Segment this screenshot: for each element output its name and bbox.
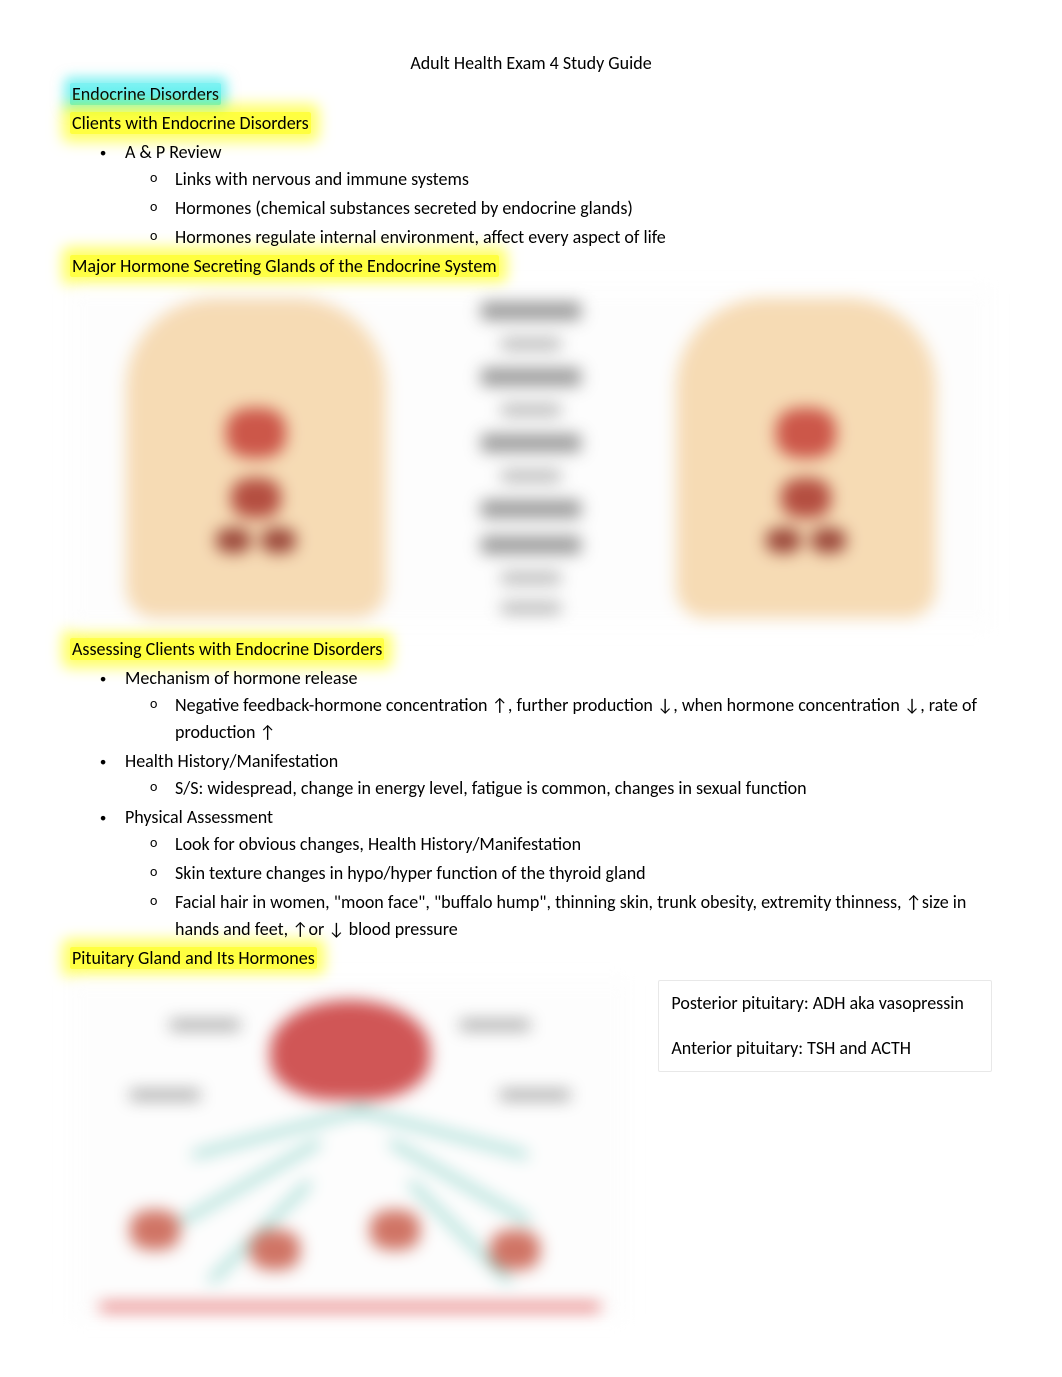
male-body-figure — [676, 298, 936, 618]
female-body-figure — [126, 298, 386, 618]
pituitary-heading-wrap: Pituitary Gland and Its Hormones — [70, 945, 992, 972]
bullet-text: Health History/Manifestation — [125, 750, 338, 772]
clients-heading-wrap: Clients with Endocrine Disorders — [70, 110, 992, 137]
list-item: Mechanism of hormone release Negative fe… — [125, 665, 992, 746]
pituitary-diagram — [70, 980, 628, 1320]
sub-list-item: S/S: widespread, change in energy level,… — [175, 775, 992, 802]
diagram-center-labels — [446, 302, 616, 614]
pituitary-notes: Posterior pituitary: ADH aka vasopressin… — [658, 980, 992, 1072]
pituitary-section: Posterior pituitary: ADH aka vasopressin… — [70, 980, 992, 1320]
note-anterior: Anterior pituitary: TSH and ACTH — [671, 1036, 979, 1061]
page-title: Adult Health Exam 4 Study Guide — [70, 50, 992, 77]
main-heading-wrap: Endocrine Disorders — [70, 81, 992, 108]
note-posterior: Posterior pituitary: ADH aka vasopressin — [671, 991, 979, 1016]
clients-heading: Clients with Endocrine Disorders — [70, 112, 311, 134]
assessing-bullets: Mechanism of hormone release Negative fe… — [70, 665, 992, 943]
sub-list-item: Links with nervous and immune systems — [175, 166, 992, 193]
bullet-text: Mechanism of hormone release — [125, 667, 357, 689]
sub-list: S/S: widespread, change in energy level,… — [125, 775, 992, 802]
sub-list: Look for obvious changes, Health History… — [125, 831, 992, 943]
glands-heading-wrap: Major Hormone Secreting Glands of the En… — [70, 253, 992, 280]
assessing-heading: Assessing Clients with Endocrine Disorde… — [70, 638, 384, 660]
sub-list: Links with nervous and immune systems Ho… — [125, 166, 992, 251]
sub-list-item: Negative feedback-hormone concentration … — [175, 692, 992, 746]
endocrine-system-diagram — [70, 288, 992, 628]
list-item: A & P Review Links with nervous and immu… — [125, 139, 992, 251]
sub-list-item: Look for obvious changes, Health History… — [175, 831, 992, 858]
sub-list-item: Hormones (chemical substances secreted b… — [175, 195, 992, 222]
bullet-text: A & P Review — [125, 141, 222, 163]
list-item: Physical Assessment Look for obvious cha… — [125, 804, 992, 943]
sub-list-item: Facial hair in women, "moon face", "buff… — [175, 889, 992, 943]
pituitary-heading: Pituitary Gland and Its Hormones — [70, 947, 317, 969]
main-heading: Endocrine Disorders — [70, 83, 221, 105]
glands-heading: Major Hormone Secreting Glands of the En… — [70, 255, 499, 277]
clients-bullets: A & P Review Links with nervous and immu… — [70, 139, 992, 251]
sub-list-item: Skin texture changes in hypo/hyper funct… — [175, 860, 992, 887]
bullet-text: Physical Assessment — [125, 806, 273, 828]
list-item: Health History/Manifestation S/S: widesp… — [125, 748, 992, 802]
sub-list: Negative feedback-hormone concentration … — [125, 692, 992, 746]
sub-list-item: Hormones regulate internal environment, … — [175, 224, 992, 251]
assessing-heading-wrap: Assessing Clients with Endocrine Disorde… — [70, 636, 992, 663]
